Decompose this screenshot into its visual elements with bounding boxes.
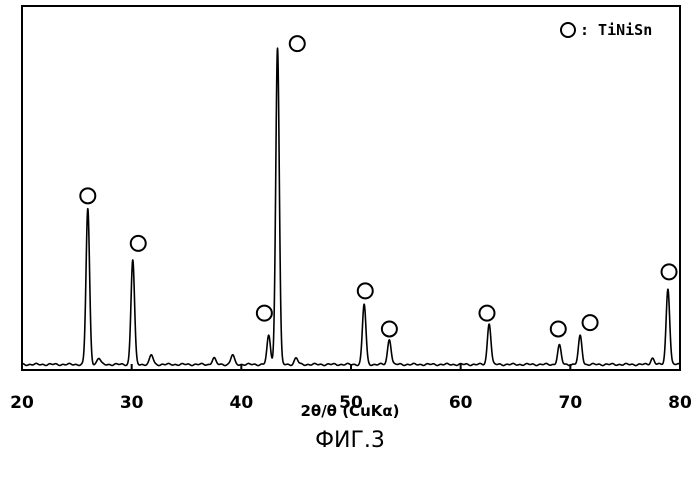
tinisn-marker-9 [583,315,598,330]
tinisn-peak-markers [80,36,676,336]
tinisn-marker-4 [290,36,305,51]
legend-circle-marker [561,23,575,37]
plot-frame [22,6,680,370]
tinisn-marker-7 [479,306,494,321]
legend: : TiNiSn [561,21,652,39]
diffraction-trace [22,48,680,365]
tinisn-marker-5 [358,283,373,298]
tinisn-marker-3 [257,306,272,321]
tinisn-marker-6 [382,321,397,336]
tinisn-marker-8 [551,321,566,336]
tinisn-marker-1 [80,188,95,203]
tinisn-marker-10 [662,264,677,279]
legend-label: : TiNiSn [580,21,652,39]
tinisn-marker-2 [131,236,146,251]
x-axis-label: 2θ/θ (CuKα) [0,402,700,420]
figure-caption: ФИГ.3 [0,428,700,453]
